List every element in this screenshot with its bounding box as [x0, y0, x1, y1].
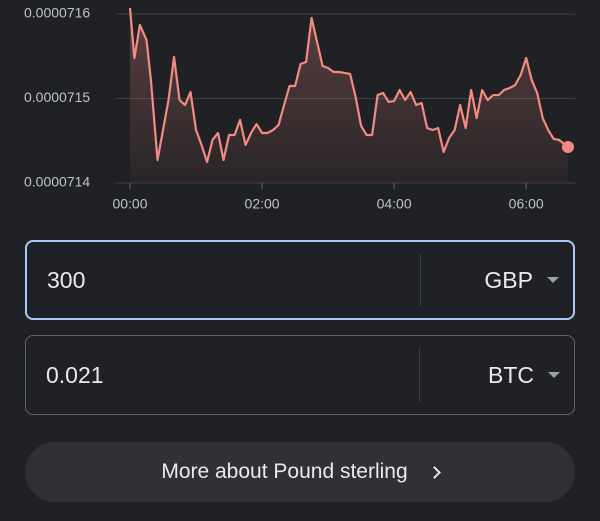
more-button[interactable]: More about Pound sterling	[25, 442, 575, 502]
end-point	[562, 141, 574, 154]
y-tick-label: 0.0000715	[24, 89, 90, 105]
x-tick-label: 02:00	[245, 196, 280, 212]
dropdown-caret[interactable]	[547, 277, 559, 283]
button-label: More about Pound sterling	[161, 460, 408, 483]
to-field[interactable]: 0.021 BTC	[25, 335, 575, 415]
chart: 0.0000714 0.0000715 0.0000716 00:00 02:00 04:…	[24, 5, 575, 212]
y-tick-label: 0.0000716	[24, 5, 90, 21]
y-tick-label: 0.0000714	[24, 174, 90, 190]
x-tick-label: 06:00	[509, 196, 544, 212]
divider	[419, 348, 420, 402]
x-tick-label: 00:00	[112, 196, 147, 212]
to-amount[interactable]: 0.021	[46, 361, 104, 388]
line	[128, 7, 569, 164]
dropdown-caret[interactable]	[548, 372, 560, 378]
from-field[interactable]: 300 GBP	[25, 240, 575, 320]
from-amount[interactable]: 300	[47, 266, 86, 293]
to-currency[interactable]: BTC	[488, 361, 534, 388]
from-currency[interactable]: GBP	[484, 266, 533, 293]
area	[130, 8, 568, 183]
x-tick-label: 04:00	[377, 196, 412, 212]
divider	[420, 254, 421, 306]
chevron	[427, 465, 441, 479]
